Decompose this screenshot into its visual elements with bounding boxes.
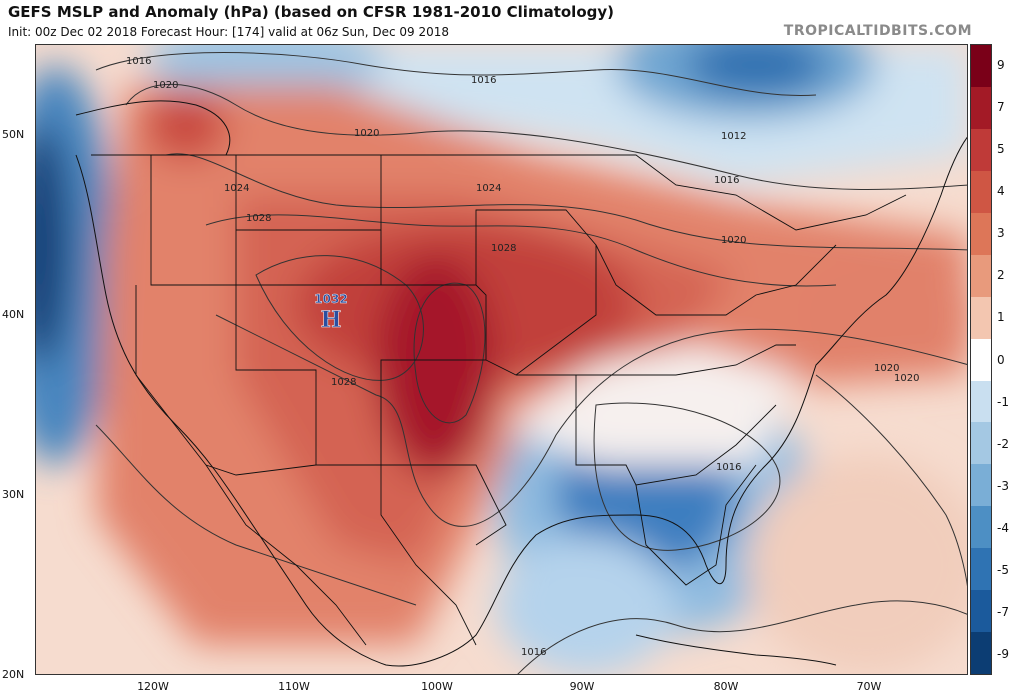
isobar-label: 1016	[126, 56, 151, 67]
colorbar-segment	[971, 380, 991, 423]
isobar-label: 1016	[471, 75, 496, 86]
isobar-label: 1024	[224, 183, 249, 194]
colorbar-segment	[971, 548, 991, 591]
isobar-labels: 1016 1020 1016 1020 1024 1028 1024 1028 …	[126, 56, 919, 658]
brand-watermark: TROPICALTIDBITS.COM	[783, 23, 972, 39]
isobar-label: 1016	[521, 647, 546, 658]
colorbar-segment	[971, 45, 991, 87]
colorbar-segment	[971, 296, 991, 339]
lon-label-70w: 70W	[856, 680, 882, 693]
anomaly-field	[36, 45, 967, 674]
high-pressure-value: 1032	[314, 292, 347, 306]
isobar-label: 1012	[721, 131, 746, 142]
isobar-label: 1028	[491, 243, 516, 254]
lat-label-40n: 40N	[2, 308, 25, 321]
colorbar-segment	[971, 254, 991, 297]
colorbar-tick-label: 1	[997, 310, 1005, 325]
lon-label-120w: 120W	[137, 680, 169, 693]
colorbar-tick-label: -1	[997, 394, 1009, 409]
colorbar-tick-label: 9	[997, 58, 1005, 73]
colorbar-segment	[971, 506, 991, 549]
colorbar-segment	[971, 464, 991, 507]
isobar-label: 1016	[716, 462, 741, 473]
colorbar-segment	[971, 422, 991, 465]
map-canvas: 1016 1020 1016 1020 1024 1028 1024 1028 …	[36, 45, 967, 674]
colorbar-tick-label: 4	[997, 184, 1005, 199]
isobar-label: 1020	[894, 373, 919, 384]
colorbar-tick-label: -4	[997, 520, 1009, 535]
isobar-label: 1020	[874, 363, 899, 374]
lon-label-100w: 100W	[421, 680, 453, 693]
lat-label-30n: 30N	[2, 488, 25, 501]
map-panel: 1016 1020 1016 1020 1024 1028 1024 1028 …	[35, 44, 968, 675]
colorbar-tick-label: 2	[997, 268, 1005, 283]
lon-label-90w: 90W	[569, 680, 595, 693]
isobar-label: 1028	[246, 213, 271, 224]
colorbar-tick-label: -3	[997, 478, 1009, 493]
colorbar-segment	[971, 338, 991, 381]
colorbar-segment	[971, 632, 991, 675]
isobar-label: 1020	[721, 235, 746, 246]
colorbar-tick-label: -9	[997, 646, 1009, 661]
isobar-lines	[95, 52, 967, 674]
isobar-label: 1028	[331, 377, 356, 388]
isobar-label: 1024	[476, 183, 501, 194]
colorbar-tick-label: 0	[997, 352, 1005, 367]
colorbar-segment	[971, 170, 991, 213]
colorbar-segment	[971, 590, 991, 633]
lon-label-80w: 80W	[713, 680, 739, 693]
colorbar-segment	[971, 86, 991, 129]
lat-label-50n: 50N	[2, 128, 25, 141]
colorbar-tick-label: -5	[997, 562, 1009, 577]
coastlines	[75, 100, 967, 667]
colorbar-tick-label: -2	[997, 436, 1009, 451]
colorbar-segment	[971, 212, 991, 255]
lon-label-110w: 110W	[278, 680, 310, 693]
colorbar	[970, 44, 992, 675]
political-borders	[91, 154, 907, 646]
colorbar-tick-label: -7	[997, 604, 1009, 619]
colorbar-tick-label: 3	[997, 226, 1005, 241]
colorbar-tick-label: 5	[997, 142, 1005, 157]
isobar-label: 1020	[153, 80, 178, 91]
isobar-label: 1020	[354, 128, 379, 139]
chart-subtitle: Init: 00z Dec 02 2018 Forecast Hour: [17…	[8, 25, 450, 39]
colorbar-segment	[971, 128, 991, 171]
high-pressure-marker: H	[321, 307, 342, 333]
isobar-label: 1016	[714, 175, 739, 186]
lat-label-20n: 20N	[2, 668, 25, 681]
chart-title: GEFS MSLP and Anomaly (hPa) (based on CF…	[8, 3, 614, 21]
colorbar-tick-label: 7	[997, 100, 1005, 115]
